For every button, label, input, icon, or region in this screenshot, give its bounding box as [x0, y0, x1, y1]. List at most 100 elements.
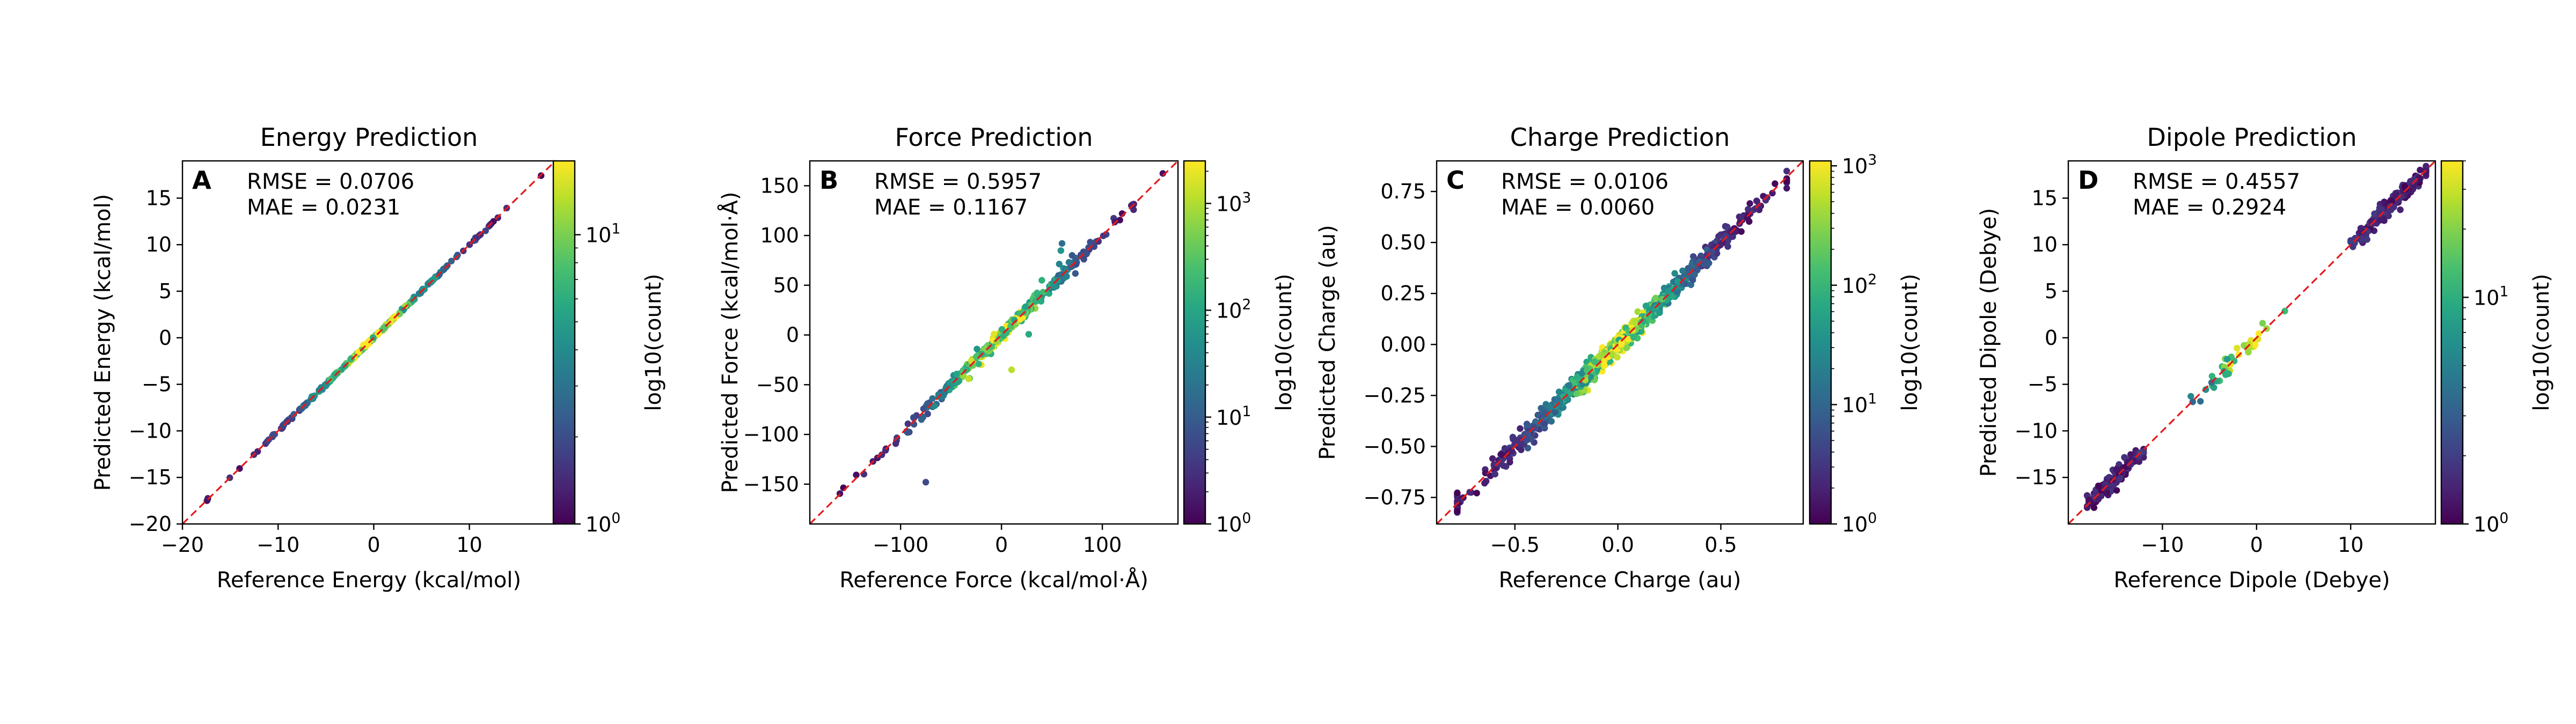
- rmse-annotation: RMSE = 0.5957: [874, 169, 1042, 194]
- data-point: [1016, 316, 1023, 323]
- y-tick-label: −10: [2015, 419, 2058, 442]
- data-point: [1517, 425, 1524, 432]
- y-tick-label: 0: [2045, 326, 2058, 350]
- y-tick-label: 0: [786, 323, 799, 347]
- data-point: [1665, 287, 1672, 294]
- data-point: [1482, 469, 1489, 477]
- y-tick-label: −15: [2015, 466, 2058, 489]
- data-point: [1724, 243, 1731, 250]
- data-point: [2187, 393, 2194, 400]
- data-point: [1691, 271, 1698, 278]
- data-point: [1500, 462, 1507, 469]
- data-point: [1618, 339, 1625, 346]
- data-point: [2225, 370, 2232, 378]
- data-point: [1454, 508, 1461, 515]
- y-tick-label: 100: [760, 224, 799, 247]
- data-point: [1056, 261, 1063, 268]
- data-point: [2113, 487, 2120, 494]
- colorbar: [1809, 160, 1832, 525]
- data-point: [2127, 451, 2134, 458]
- y-tick-label: −20: [129, 512, 172, 536]
- data-point: [1489, 455, 1496, 462]
- data-point: [1679, 267, 1686, 275]
- data-point: [853, 471, 860, 478]
- y-axis-label: Predicted Dipole (Debye): [1977, 208, 2001, 477]
- data-point: [2208, 373, 2215, 380]
- data-point: [2202, 386, 2209, 393]
- data-point: [998, 326, 1006, 333]
- data-point: [931, 402, 938, 409]
- data-point: [1523, 437, 1530, 444]
- mae-annotation: MAE = 0.0060: [1501, 195, 1655, 220]
- y-axis-label: Predicted Force (kcal/mol·Å): [717, 192, 743, 493]
- data-point: [918, 416, 925, 423]
- data-point: [1116, 217, 1123, 224]
- data-point: [2090, 504, 2098, 511]
- data-point: [1702, 257, 1709, 264]
- data-point: [2095, 482, 2102, 490]
- data-point: [2390, 204, 2397, 211]
- data-point: [1630, 334, 1637, 341]
- data-point: [1080, 256, 1087, 263]
- colorbar-tick-label: 101: [2473, 283, 2508, 309]
- colorbar-tick-label: 102: [1216, 297, 1251, 323]
- data-point: [993, 338, 1000, 345]
- data-point: [1065, 258, 1073, 266]
- data-point: [1546, 403, 1553, 410]
- data-point: [2281, 307, 2288, 315]
- colorbar-tick-label: 101: [1216, 403, 1251, 430]
- data-point: [1656, 309, 1663, 316]
- x-axis-label: Reference Force (kcal/mol·Å): [839, 567, 1148, 593]
- y-tick-label: 5: [2045, 279, 2058, 303]
- data-point: [2211, 384, 2218, 391]
- data-point: [2376, 211, 2383, 218]
- plot-frame: [1436, 160, 1804, 525]
- panel-letter: C: [1446, 166, 1465, 195]
- y-tick-label: 0.50: [1380, 231, 1426, 254]
- colorbar-label: log10(count): [1272, 274, 1297, 411]
- colorbar-tick-label: 101: [586, 221, 620, 247]
- panel-letter: A: [192, 166, 211, 195]
- rmse-annotation: RMSE = 0.0106: [1501, 169, 1668, 194]
- y-tick-label: −50: [756, 373, 799, 396]
- data-point: [2371, 210, 2378, 217]
- data-point: [1583, 367, 1591, 374]
- data-point: [302, 402, 309, 409]
- y-tick-label: −150: [743, 472, 799, 496]
- data-point: [1498, 451, 1505, 459]
- x-axis-label: Reference Dipole (Debye): [2113, 568, 2390, 593]
- data-point: [2113, 466, 2120, 473]
- y-tick-label: 15: [2032, 186, 2058, 210]
- data-point: [1624, 336, 1631, 343]
- data-point: [1548, 418, 1555, 425]
- colorbar: [1183, 160, 1206, 525]
- data-point: [2223, 356, 2231, 363]
- data-point: [1511, 436, 1518, 444]
- x-tick-label: 0: [2250, 533, 2263, 557]
- data-point: [929, 395, 936, 402]
- y-tick-label: −5: [142, 373, 172, 396]
- data-point: [1669, 293, 1676, 300]
- data-point: [1541, 420, 1548, 427]
- data-point: [1674, 278, 1681, 285]
- data-point: [1473, 490, 1480, 497]
- data-point: [1556, 400, 1563, 407]
- data-point: [2350, 243, 2357, 250]
- data-point: [878, 451, 885, 459]
- mae-annotation: MAE = 0.0231: [247, 195, 400, 220]
- data-point: [941, 390, 948, 397]
- data-point: [1671, 270, 1678, 277]
- y-tick-label: −100: [743, 423, 799, 446]
- reference-line: [182, 161, 555, 524]
- colorbar-tick-label: 101: [1842, 390, 1877, 417]
- data-point: [1690, 253, 1697, 260]
- data-point: [2095, 496, 2102, 503]
- colorbar-label: log10(count): [641, 274, 666, 411]
- rmse-annotation: RMSE = 0.0706: [247, 169, 414, 194]
- reference-line: [810, 161, 1178, 524]
- data-point: [1100, 232, 1107, 239]
- data-point: [1673, 289, 1680, 295]
- data-point: [1738, 228, 1745, 235]
- data-point: [2398, 193, 2405, 200]
- data-point: [2197, 398, 2204, 405]
